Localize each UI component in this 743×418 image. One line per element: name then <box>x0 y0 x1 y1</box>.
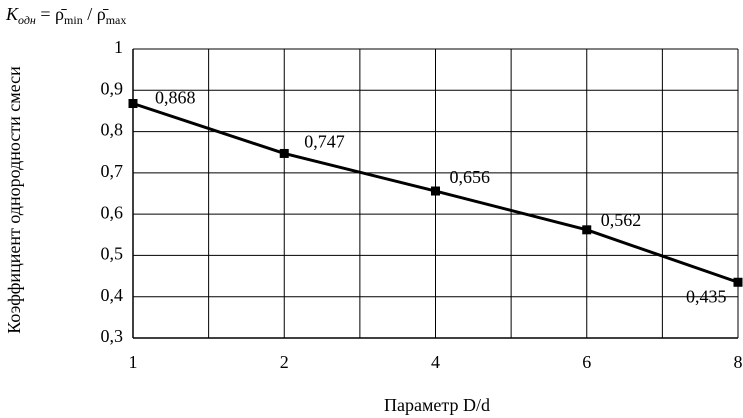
y-tick-label: 0,5 <box>101 244 124 264</box>
title-part: max <box>106 13 127 27</box>
title-part: K <box>5 4 19 24</box>
y-tick-label: 0,6 <box>101 202 124 222</box>
value-label: 0,656 <box>450 167 491 187</box>
x-tick-label: 4 <box>431 352 440 372</box>
x-tick-label: 2 <box>280 352 289 372</box>
x-axis-label: Параметр D/d <box>384 395 490 415</box>
title-part: одн <box>18 13 36 27</box>
marker <box>279 148 289 158</box>
y-tick-label: 0,4 <box>101 285 124 305</box>
title-part: = <box>36 4 55 24</box>
x-tick-label: 8 <box>734 352 743 372</box>
y-tick-label: 0,8 <box>101 120 124 140</box>
value-label: 0,562 <box>601 210 642 230</box>
marker <box>431 186 440 196</box>
marker <box>128 98 138 108</box>
marker <box>582 225 592 235</box>
marker <box>733 277 743 287</box>
value-label: 0,747 <box>304 132 345 152</box>
chart-title: Kодн = ρ̄min / ρ̄max <box>5 4 126 27</box>
title-part: ρ̄ <box>97 4 109 24</box>
x-tick-label: 1 <box>129 352 138 372</box>
y-axis-label: Коэффициент однородности смеси <box>4 66 24 334</box>
y-tick-label: 0,7 <box>101 161 124 181</box>
x-tick-label: 6 <box>582 352 591 372</box>
title-part: / <box>83 4 97 24</box>
value-label: 0,868 <box>155 88 196 108</box>
title-part: ρ̄ <box>55 4 67 24</box>
y-tick-label: 0,9 <box>101 78 124 98</box>
value-label: 0,435 <box>686 286 727 306</box>
title-part: min <box>64 13 83 27</box>
y-tick-label: 0,3 <box>101 326 124 346</box>
y-tick-label: 1 <box>114 37 123 57</box>
